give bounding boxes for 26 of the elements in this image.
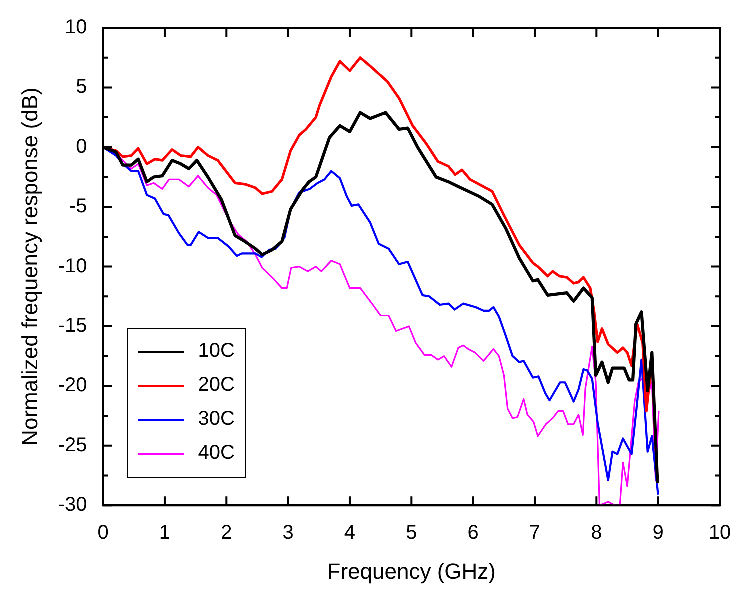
y-tick-label: -20 xyxy=(58,374,88,397)
x-tick-label: 9 xyxy=(652,522,664,544)
y-axis-title: Normalized frequency response (dB) xyxy=(17,88,42,446)
y-tick-label: -15 xyxy=(58,315,88,338)
legend-label: 40C xyxy=(198,442,235,466)
x-tick-label: 5 xyxy=(406,522,418,544)
y-tick-label: 5 xyxy=(76,76,88,98)
x-tick-label: 6 xyxy=(468,522,479,544)
x-tick-label: 2 xyxy=(221,522,232,544)
x-tick-label: 8 xyxy=(591,522,602,544)
x-tick-label: 1 xyxy=(159,522,171,544)
legend-label: 20C xyxy=(198,374,235,398)
y-tick-label: 10 xyxy=(65,16,88,39)
y-tick-label: -30 xyxy=(58,494,88,516)
x-tick-label: 3 xyxy=(282,522,294,544)
y-tick-label: -25 xyxy=(58,434,88,456)
y-tick-label: -5 xyxy=(70,196,88,218)
legend-label: 10C xyxy=(198,340,235,364)
legend-label: 30C xyxy=(198,408,235,432)
y-tick-label: -10 xyxy=(58,255,88,278)
x-tick-label: 7 xyxy=(529,522,541,544)
y-tick-label: 0 xyxy=(76,136,88,158)
x-tick-label: 0 xyxy=(98,522,109,544)
x-axis-title: Frequency (GHz) xyxy=(327,558,496,584)
x-tick-label: 10 xyxy=(708,522,732,544)
x-tick-label: 4 xyxy=(344,522,356,544)
